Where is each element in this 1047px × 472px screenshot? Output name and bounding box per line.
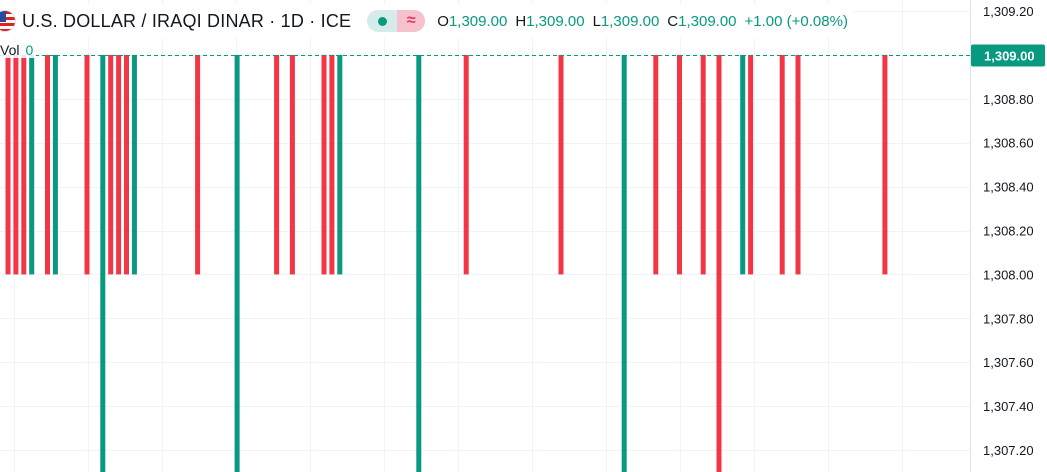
candle-down (748, 54, 754, 275)
price-change: +1.00 (+0.08%) (744, 12, 848, 30)
candle-up (416, 54, 422, 472)
candle-down (108, 54, 114, 275)
ohlc-close: C1,309.00 (667, 12, 737, 30)
candle-down (653, 54, 659, 275)
price-tick-label: 1,309.20 (983, 4, 1034, 19)
candle-down (84, 54, 90, 275)
price-tick-label: 1,307.20 (983, 443, 1034, 458)
current-price-label: 1,309.00 (984, 49, 1035, 64)
candle-down (195, 54, 201, 275)
price-tick-label: 1,307.60 (983, 355, 1034, 370)
price-tick-label: 1,308.00 (983, 267, 1034, 282)
candle-down (779, 54, 785, 275)
price-tick-label: 1,307.40 (983, 399, 1034, 414)
ohlc-high: H1,309.00 (515, 12, 585, 30)
candle-down (677, 54, 682, 275)
candle-up (29, 54, 35, 275)
current-price-tag-bg (971, 44, 1045, 67)
candle-down (463, 54, 469, 275)
candle-down (116, 54, 122, 275)
candle-down (716, 54, 722, 472)
candle-down (321, 54, 327, 275)
price-tick-label: 1,308.20 (983, 224, 1034, 239)
candle-down (45, 54, 50, 275)
price-tick-label: 1,307.80 (983, 311, 1034, 326)
ohlc-values: O1,309.00 H1,309.00 L1,309.00 C1,309.00 … (437, 13, 848, 30)
candle-up (740, 54, 746, 275)
candles-layer (5, 54, 888, 472)
chart-grid (0, 0, 970, 472)
price-tick-label: 1,308.40 (983, 180, 1034, 195)
candle-up (52, 54, 58, 275)
volume-label: Vol (0, 42, 20, 58)
symbol-header: U.S. DOLLAR / IRAQI DINAR · 1D · ICE ≈ O… (0, 4, 854, 38)
symbol-title[interactable]: U.S. DOLLAR / IRAQI DINAR · 1D · ICE (22, 10, 352, 31)
candle-down (5, 54, 11, 275)
candle-down (329, 54, 335, 275)
candle-down (289, 54, 295, 275)
price-tick-label: 1,308.60 (983, 136, 1034, 151)
candle-down (13, 54, 19, 275)
price-tick-label: 1,308.80 (983, 92, 1034, 107)
market-open-dot-icon[interactable] (367, 10, 398, 32)
volume-value: 0 (25, 42, 34, 58)
ohlc-open: O1,309.00 (437, 12, 508, 30)
candle-up (337, 54, 343, 275)
candle-down (558, 54, 564, 275)
current-price-tag: 1,309.00 (971, 44, 1045, 67)
candle-down (274, 54, 280, 275)
candle-down (124, 54, 129, 275)
candle-up (621, 54, 627, 472)
candle-down (882, 54, 888, 275)
candle-up (131, 54, 137, 275)
candle-up (100, 54, 106, 472)
candle-down (795, 54, 801, 275)
ohlc-low: L1,309.00 (592, 12, 660, 30)
candle-down (700, 54, 706, 275)
price-axis[interactable]: 1,309.20 1,309.00 1,308.80 1,308.60 1,308.40… (970, 0, 1034, 472)
volume-legend[interactable]: Vol 0 (0, 42, 37, 58)
us-flag-icon (0, 10, 16, 32)
delayed-data-icon[interactable]: ≈ (397, 10, 426, 32)
candle-up (234, 54, 240, 472)
candle-down (21, 54, 27, 275)
market-status-pill[interactable]: ≈ (367, 10, 426, 32)
